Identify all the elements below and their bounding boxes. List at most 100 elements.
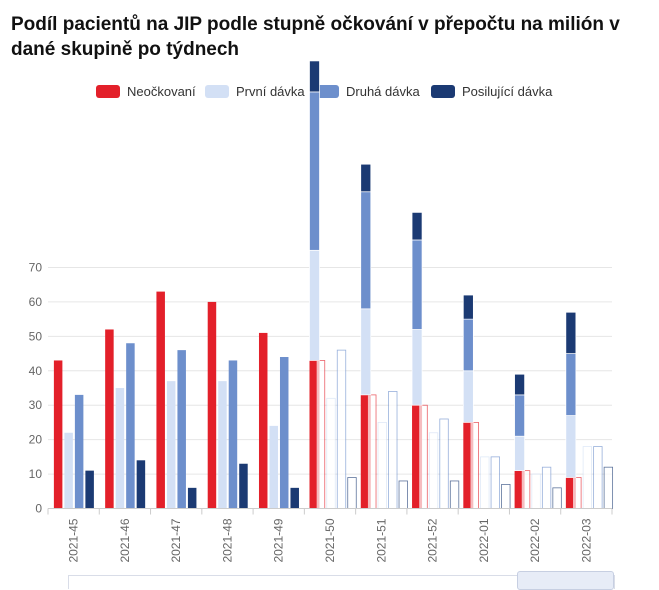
x-tick-label: 2022-01 [477,518,491,562]
bar [326,397,336,509]
y-tick-label: 30 [29,398,43,412]
x-tick-label: 2022-02 [528,518,542,562]
bar [309,249,320,361]
bar [115,388,125,509]
x-tick-label: 2021-45 [67,518,81,562]
bar [218,381,227,509]
legend-swatch [315,84,339,98]
bar [439,418,449,509]
bar [309,91,320,251]
bar [531,473,541,509]
bar [377,422,387,509]
x-tick-label: 2021-52 [426,518,440,562]
navigator-handle[interactable] [517,571,614,590]
bar [126,343,135,509]
bar [309,360,320,509]
bar [412,405,423,509]
chart-title: Podíl pacientů na JIP podle stupně očkov… [11,14,620,60]
bar [85,470,94,509]
bar [388,391,398,509]
bar [207,301,217,509]
bar [136,460,146,509]
bar [177,350,186,509]
bar [336,349,347,509]
y-tick-label: 10 [29,467,43,481]
legend-swatch [431,84,455,98]
x-tick-label: 2021-48 [220,518,234,562]
bar [360,308,372,396]
bar [53,360,63,509]
y-tick-label: 50 [29,329,43,343]
legend-label: První dávka [236,83,305,99]
bar [514,470,525,509]
bar [565,477,576,509]
bar [449,480,460,509]
bar [480,456,490,509]
bar [418,404,428,509]
bar [398,480,408,509]
bar [463,422,474,509]
navigator-strip[interactable] [68,575,615,589]
bar [462,370,474,423]
bar [565,353,577,416]
bar [552,487,562,509]
bar [228,360,238,509]
bar [269,425,278,509]
bar [315,360,326,509]
legend-swatch [205,84,229,98]
bar [593,446,603,509]
bars [53,60,614,509]
x-tick-label: 2021-51 [374,518,388,562]
legend-item-posilujici-davka[interactable]: Posilující dávka [431,82,552,100]
bar [411,212,423,241]
bar [279,357,289,509]
bar [258,332,268,509]
bar [514,373,525,396]
bar [360,191,372,310]
bar [347,477,357,509]
bar [411,239,423,330]
axes: 0 10 20 30 40 50 60 70 2021-45 2021-46 2021-47 2021… [29,261,613,563]
y-tick-label: 20 [29,433,43,447]
y-tick-label: 40 [29,364,43,378]
bar [105,329,114,509]
bar [469,422,479,509]
bar [428,432,439,509]
bar [462,318,474,372]
legend-item-prvni-davka[interactable]: První dávka [205,82,305,100]
bar [74,394,84,509]
bar [309,60,320,93]
bar [411,329,423,406]
legend-item-druha-davka[interactable]: Druhá dávka [315,82,420,100]
bar [360,394,371,509]
y-tick-label: 70 [29,261,43,275]
x-tick-label: 2021-49 [272,518,286,562]
bar [290,487,299,509]
bar [490,456,500,509]
bar [64,432,73,509]
bar [166,381,176,509]
y-tick-label: 60 [29,295,43,309]
x-tick-label: 2021-47 [169,518,183,562]
bar [572,477,582,509]
legend-item-neockovani[interactable]: Neočkovaní [96,82,196,100]
bar [582,446,593,509]
bar [367,394,377,509]
legend-label: Druhá dávka [346,83,420,99]
bar [514,394,525,437]
bar [541,466,552,509]
bar [603,466,614,509]
legend-label: Neočkovaní [127,83,196,99]
x-tick-label: 2021-50 [323,518,337,562]
bar [514,435,525,471]
bar [565,311,577,354]
bar [565,415,577,478]
bar [239,463,248,509]
y-tick-label: 0 [35,502,42,516]
bar [360,163,372,193]
bar [187,487,197,509]
bar [501,483,511,509]
bar [462,294,474,320]
bar [520,470,531,509]
